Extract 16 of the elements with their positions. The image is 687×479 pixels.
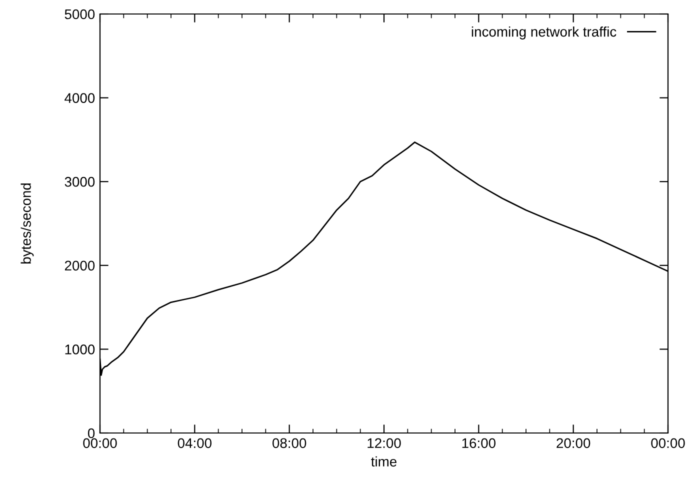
x-tick-label: 16:00: [462, 438, 496, 448]
y-tick-label: 0: [88, 428, 95, 438]
x-tick-label: 08:00: [272, 438, 306, 448]
x-axis-title: time: [371, 456, 397, 467]
y-axis-title: bytes/second: [20, 183, 34, 264]
y-tick-label: 4000: [64, 93, 95, 103]
x-tick-label: 20:00: [556, 438, 590, 448]
legend-label: incoming network traffic: [472, 26, 616, 40]
y-tick-label: 1000: [65, 344, 95, 354]
x-tick-label: 00:00: [651, 438, 685, 448]
x-tick-label: 12:00: [368, 438, 401, 448]
y-tick-label: 2000: [64, 260, 95, 271]
y-tick-label: 3000: [64, 176, 95, 187]
y-tick-label: 5000: [64, 9, 95, 20]
x-tick-label: 00:00: [83, 438, 117, 448]
x-tick-label: 04:00: [178, 438, 212, 448]
